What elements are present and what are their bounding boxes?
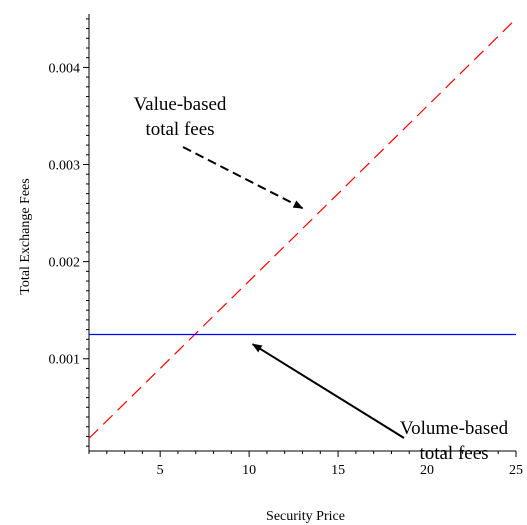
annotation-arrow-1 bbox=[182, 146, 304, 210]
annotation-line: Volume-based bbox=[400, 418, 509, 439]
annotation-label-1: Value-based total fees bbox=[134, 94, 227, 140]
tick-group: 5 10 15 20 25 0.001 0.002 0.003 0.004 bbox=[49, 18, 523, 478]
x-tick-label: 25 bbox=[509, 463, 523, 478]
axes bbox=[88, 14, 516, 452]
y-axis-label: Total Exchange Fees bbox=[18, 178, 33, 294]
y-tick-label: 0.002 bbox=[49, 256, 81, 271]
annotation-line: total fees bbox=[419, 443, 488, 464]
x-tick-label: 20 bbox=[420, 463, 434, 478]
annotation-group: Value-based total fees Volume-based total f… bbox=[134, 94, 509, 464]
x-tick-label: 5 bbox=[157, 463, 164, 478]
y-tick-label: 0.001 bbox=[49, 353, 81, 368]
annotation-line: Value-based bbox=[134, 94, 227, 115]
x-tick-label: 15 bbox=[331, 463, 345, 478]
y-tick-label: 0.003 bbox=[49, 159, 81, 174]
annotation-label-2: Volume-based total fees bbox=[400, 418, 509, 464]
annotation-line: total fees bbox=[145, 119, 214, 140]
y-tick-label: 0.004 bbox=[49, 61, 81, 76]
x-tick-label: 10 bbox=[242, 463, 256, 478]
series-group bbox=[88, 18, 517, 439]
annotation-arrow-2 bbox=[251, 343, 405, 439]
x-axis-label: Security Price bbox=[266, 509, 345, 524]
